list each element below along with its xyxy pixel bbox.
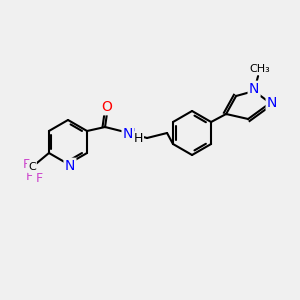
Text: N: N <box>267 96 277 110</box>
Text: C: C <box>28 162 36 172</box>
Text: N: N <box>126 127 136 141</box>
Text: CH₃: CH₃ <box>250 64 271 74</box>
Text: F: F <box>35 172 43 184</box>
Text: N: N <box>65 159 75 173</box>
Text: F: F <box>26 169 32 182</box>
Text: F: F <box>22 158 29 172</box>
Text: N: N <box>123 127 133 141</box>
Text: H: H <box>134 133 143 146</box>
Text: O: O <box>102 100 112 114</box>
Text: N: N <box>249 82 259 96</box>
